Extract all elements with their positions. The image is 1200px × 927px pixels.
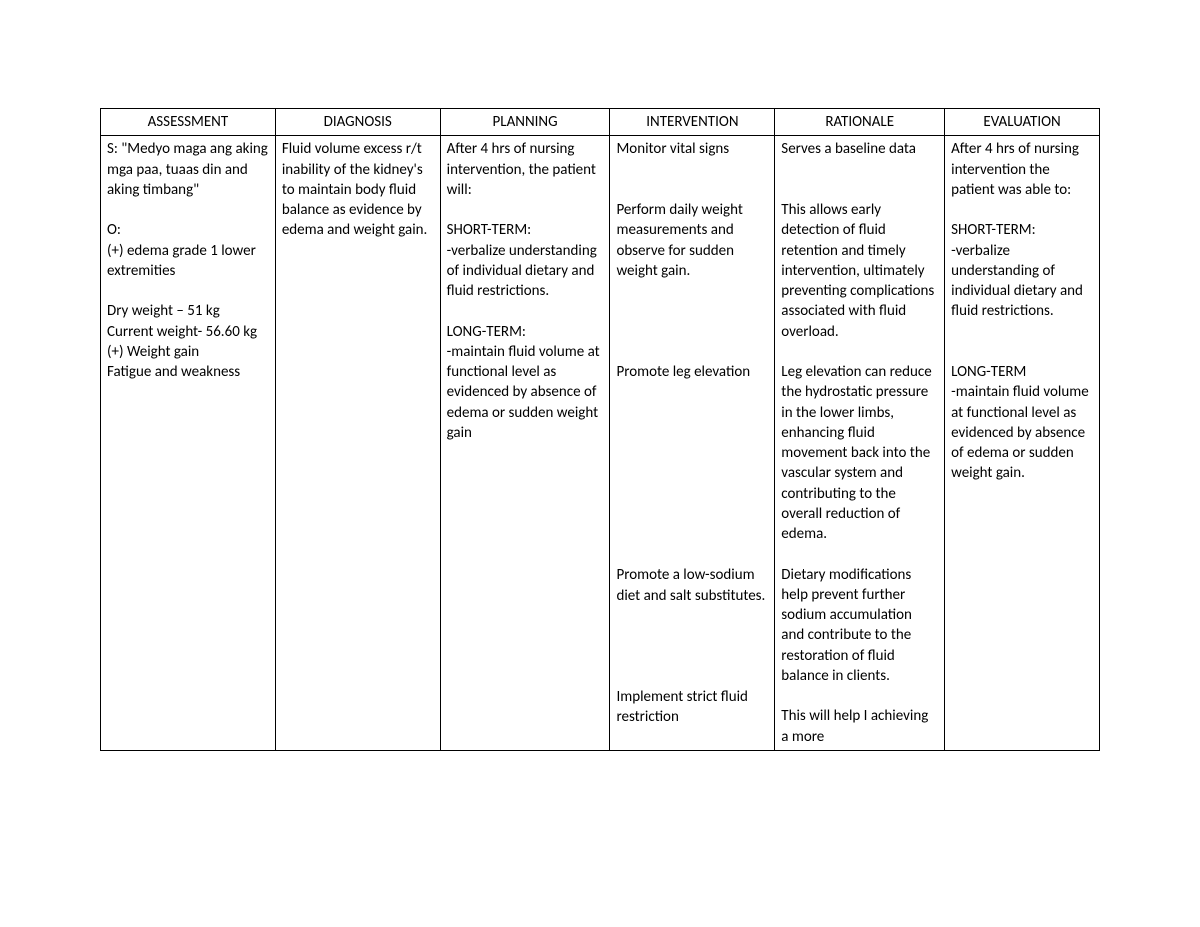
cell-intervention: Monitor vital signs Perform daily weight… [610, 136, 775, 751]
col-header-assessment: ASSESSMENT [101, 109, 276, 136]
document-page: ASSESSMENT DIAGNOSIS PLANNING INTERVENTI… [0, 0, 1200, 791]
assessment-objective-2: Dry weight – 51 kg Current weight- 56.60… [107, 301, 269, 382]
planning-intro: After 4 hrs of nursing intervention, the… [447, 139, 604, 200]
intervention-4: Promote a low-sodium diet and salt subst… [616, 565, 768, 606]
cell-planning: After 4 hrs of nursing intervention, the… [440, 136, 610, 751]
planning-long-term-text: -maintain fluid volume at functional lev… [447, 342, 604, 443]
evaluation-short-term: SHORT-TERM: -verbalize understanding of … [951, 220, 1093, 321]
cell-assessment: S: "Medyo maga ang aking mga paa, tuaas … [101, 136, 276, 751]
planning-short-term-label: SHORT-TERM: [447, 220, 604, 240]
assessment-subjective: S: "Medyo maga ang aking mga paa, tuaas … [107, 139, 269, 200]
planning-short-term-text: -verbalize understanding of individual d… [447, 241, 604, 302]
rationale-2: This allows early detection of fluid ret… [781, 200, 938, 342]
intervention-3: Promote leg elevation [616, 362, 768, 382]
col-header-intervention: INTERVENTION [610, 109, 775, 136]
assessment-objective: O: (+) edema grade 1 lower extremities [107, 220, 269, 281]
cell-evaluation: After 4 hrs of nursing intervention the … [945, 136, 1100, 751]
planning-short-term: SHORT-TERM: -verbalize understanding of … [447, 220, 604, 301]
intervention-2: Perform daily weight measurements and ob… [616, 200, 768, 281]
rationale-5: This will help I achieving a more [781, 706, 938, 747]
assessment-current-weight: Current weight- 56.60 kg [107, 322, 269, 342]
diagnosis-text: Fluid volume excess r/t inability of the… [282, 139, 434, 240]
assessment-dry-weight: Dry weight – 51 kg [107, 301, 269, 321]
evaluation-long-term-text: -maintain fluid volume at functional lev… [951, 382, 1093, 483]
care-plan-table: ASSESSMENT DIAGNOSIS PLANNING INTERVENTI… [100, 108, 1100, 751]
planning-long-term: LONG-TERM: -maintain fluid volume at fun… [447, 322, 604, 444]
evaluation-long-term: LONG-TERM -maintain fluid volume at func… [951, 362, 1093, 484]
table-body-row: S: "Medyo maga ang aking mga paa, tuaas … [101, 136, 1100, 751]
rationale-3: Leg elevation can reduce the hydrostatic… [781, 362, 938, 544]
cell-rationale: Serves a baseline data This allows early… [775, 136, 945, 751]
col-header-planning: PLANNING [440, 109, 610, 136]
planning-long-term-label: LONG-TERM: [447, 322, 604, 342]
assessment-objective-label: O: [107, 220, 269, 240]
assessment-fatigue: Fatigue and weakness [107, 362, 269, 382]
col-header-evaluation: EVALUATION [945, 109, 1100, 136]
evaluation-long-term-label: LONG-TERM [951, 362, 1093, 382]
intervention-1: Monitor vital signs [616, 139, 768, 159]
assessment-weight-gain: (+) Weight gain [107, 342, 269, 362]
evaluation-short-term-label: SHORT-TERM: [951, 220, 1093, 240]
evaluation-short-term-text: -verbalize understanding of individual d… [951, 241, 1093, 322]
evaluation-intro: After 4 hrs of nursing intervention the … [951, 139, 1093, 200]
intervention-5: Implement strict fluid restriction [616, 687, 768, 728]
cell-diagnosis: Fluid volume excess r/t inability of the… [275, 136, 440, 751]
rationale-4: Dietary modifications help prevent furth… [781, 565, 938, 687]
assessment-objective-1: (+) edema grade 1 lower extremities [107, 241, 269, 282]
table-header-row: ASSESSMENT DIAGNOSIS PLANNING INTERVENTI… [101, 109, 1100, 136]
col-header-rationale: RATIONALE [775, 109, 945, 136]
col-header-diagnosis: DIAGNOSIS [275, 109, 440, 136]
rationale-1: Serves a baseline data [781, 139, 938, 159]
